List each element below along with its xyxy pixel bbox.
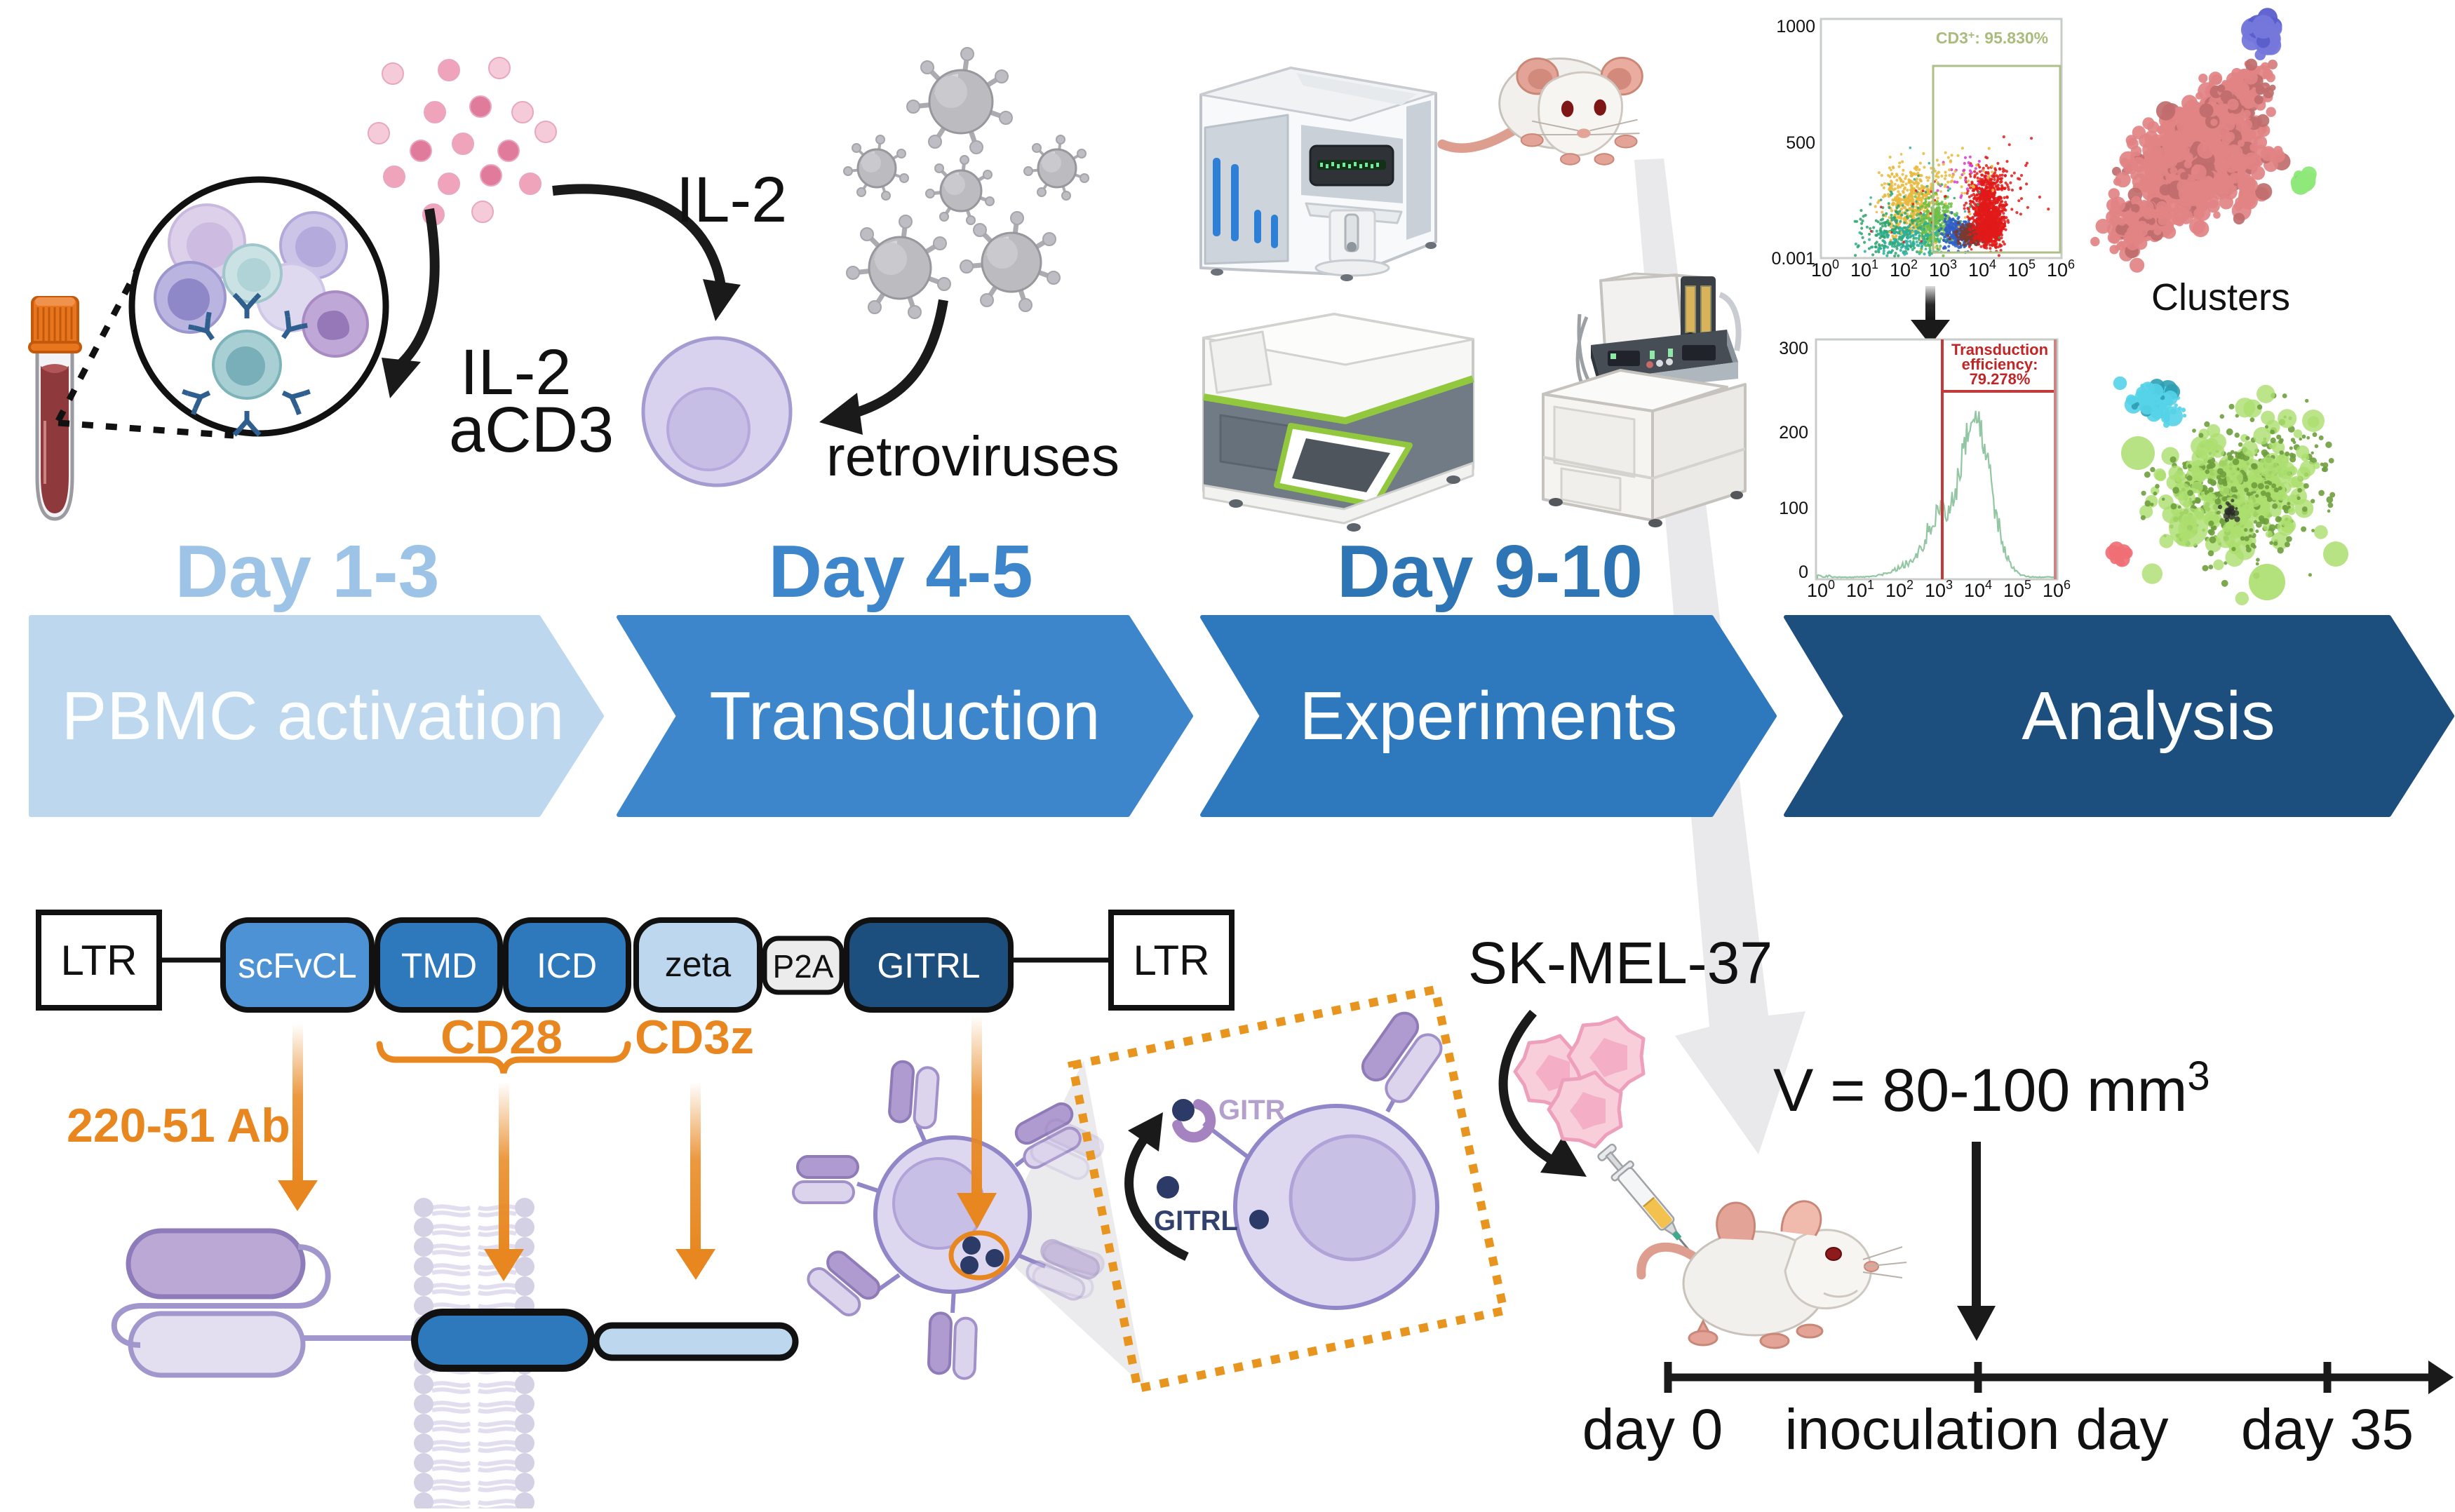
svg-text:0.001: 0.001 bbox=[1771, 249, 1815, 269]
svg-text:220-51 Ab: 220-51 Ab bbox=[67, 1099, 290, 1152]
svg-text:aCD3: aCD3 bbox=[449, 394, 614, 466]
svg-text:Day 1-3: Day 1-3 bbox=[175, 530, 439, 613]
svg-text:GITRL: GITRL bbox=[1154, 1206, 1238, 1236]
svg-text:79.278%: 79.278% bbox=[1970, 370, 2031, 388]
svg-text:Day 9-10: Day 9-10 bbox=[1337, 530, 1643, 613]
svg-text:0: 0 bbox=[1798, 562, 1808, 582]
svg-text:Transduction: Transduction bbox=[709, 677, 1100, 754]
svg-text:500: 500 bbox=[1786, 133, 1815, 153]
svg-text:zeta: zeta bbox=[665, 945, 732, 984]
svg-text:CD3+: 95.830%: CD3+: 95.830% bbox=[1936, 29, 2048, 47]
svg-text:TMD: TMD bbox=[401, 946, 477, 985]
svg-text:GITR: GITR bbox=[1218, 1095, 1286, 1126]
svg-text:LTR: LTR bbox=[1134, 937, 1210, 984]
svg-text:LTR: LTR bbox=[61, 937, 137, 984]
svg-text:ICD: ICD bbox=[537, 946, 597, 985]
svg-text:P2A: P2A bbox=[773, 948, 834, 985]
svg-text:Day 4-5: Day 4-5 bbox=[768, 530, 1033, 613]
svg-text:IL-2: IL-2 bbox=[676, 164, 788, 236]
svg-text:CD28: CD28 bbox=[440, 1011, 563, 1064]
svg-text:300: 300 bbox=[1779, 339, 1808, 358]
svg-text:200: 200 bbox=[1779, 423, 1808, 443]
svg-text:GITRL: GITRL bbox=[877, 946, 980, 985]
svg-text:CD3z: CD3z bbox=[635, 1011, 754, 1064]
svg-text:scFvCL: scFvCL bbox=[238, 946, 356, 985]
svg-text:PBMC activation: PBMC activation bbox=[62, 677, 565, 754]
svg-text:1000: 1000 bbox=[1776, 17, 1815, 36]
svg-text:100: 100 bbox=[1779, 499, 1808, 518]
svg-text:Experiments: Experiments bbox=[1299, 677, 1677, 754]
svg-text:Analysis: Analysis bbox=[2022, 677, 2275, 754]
svg-text:retroviruses: retroviruses bbox=[826, 425, 1119, 487]
